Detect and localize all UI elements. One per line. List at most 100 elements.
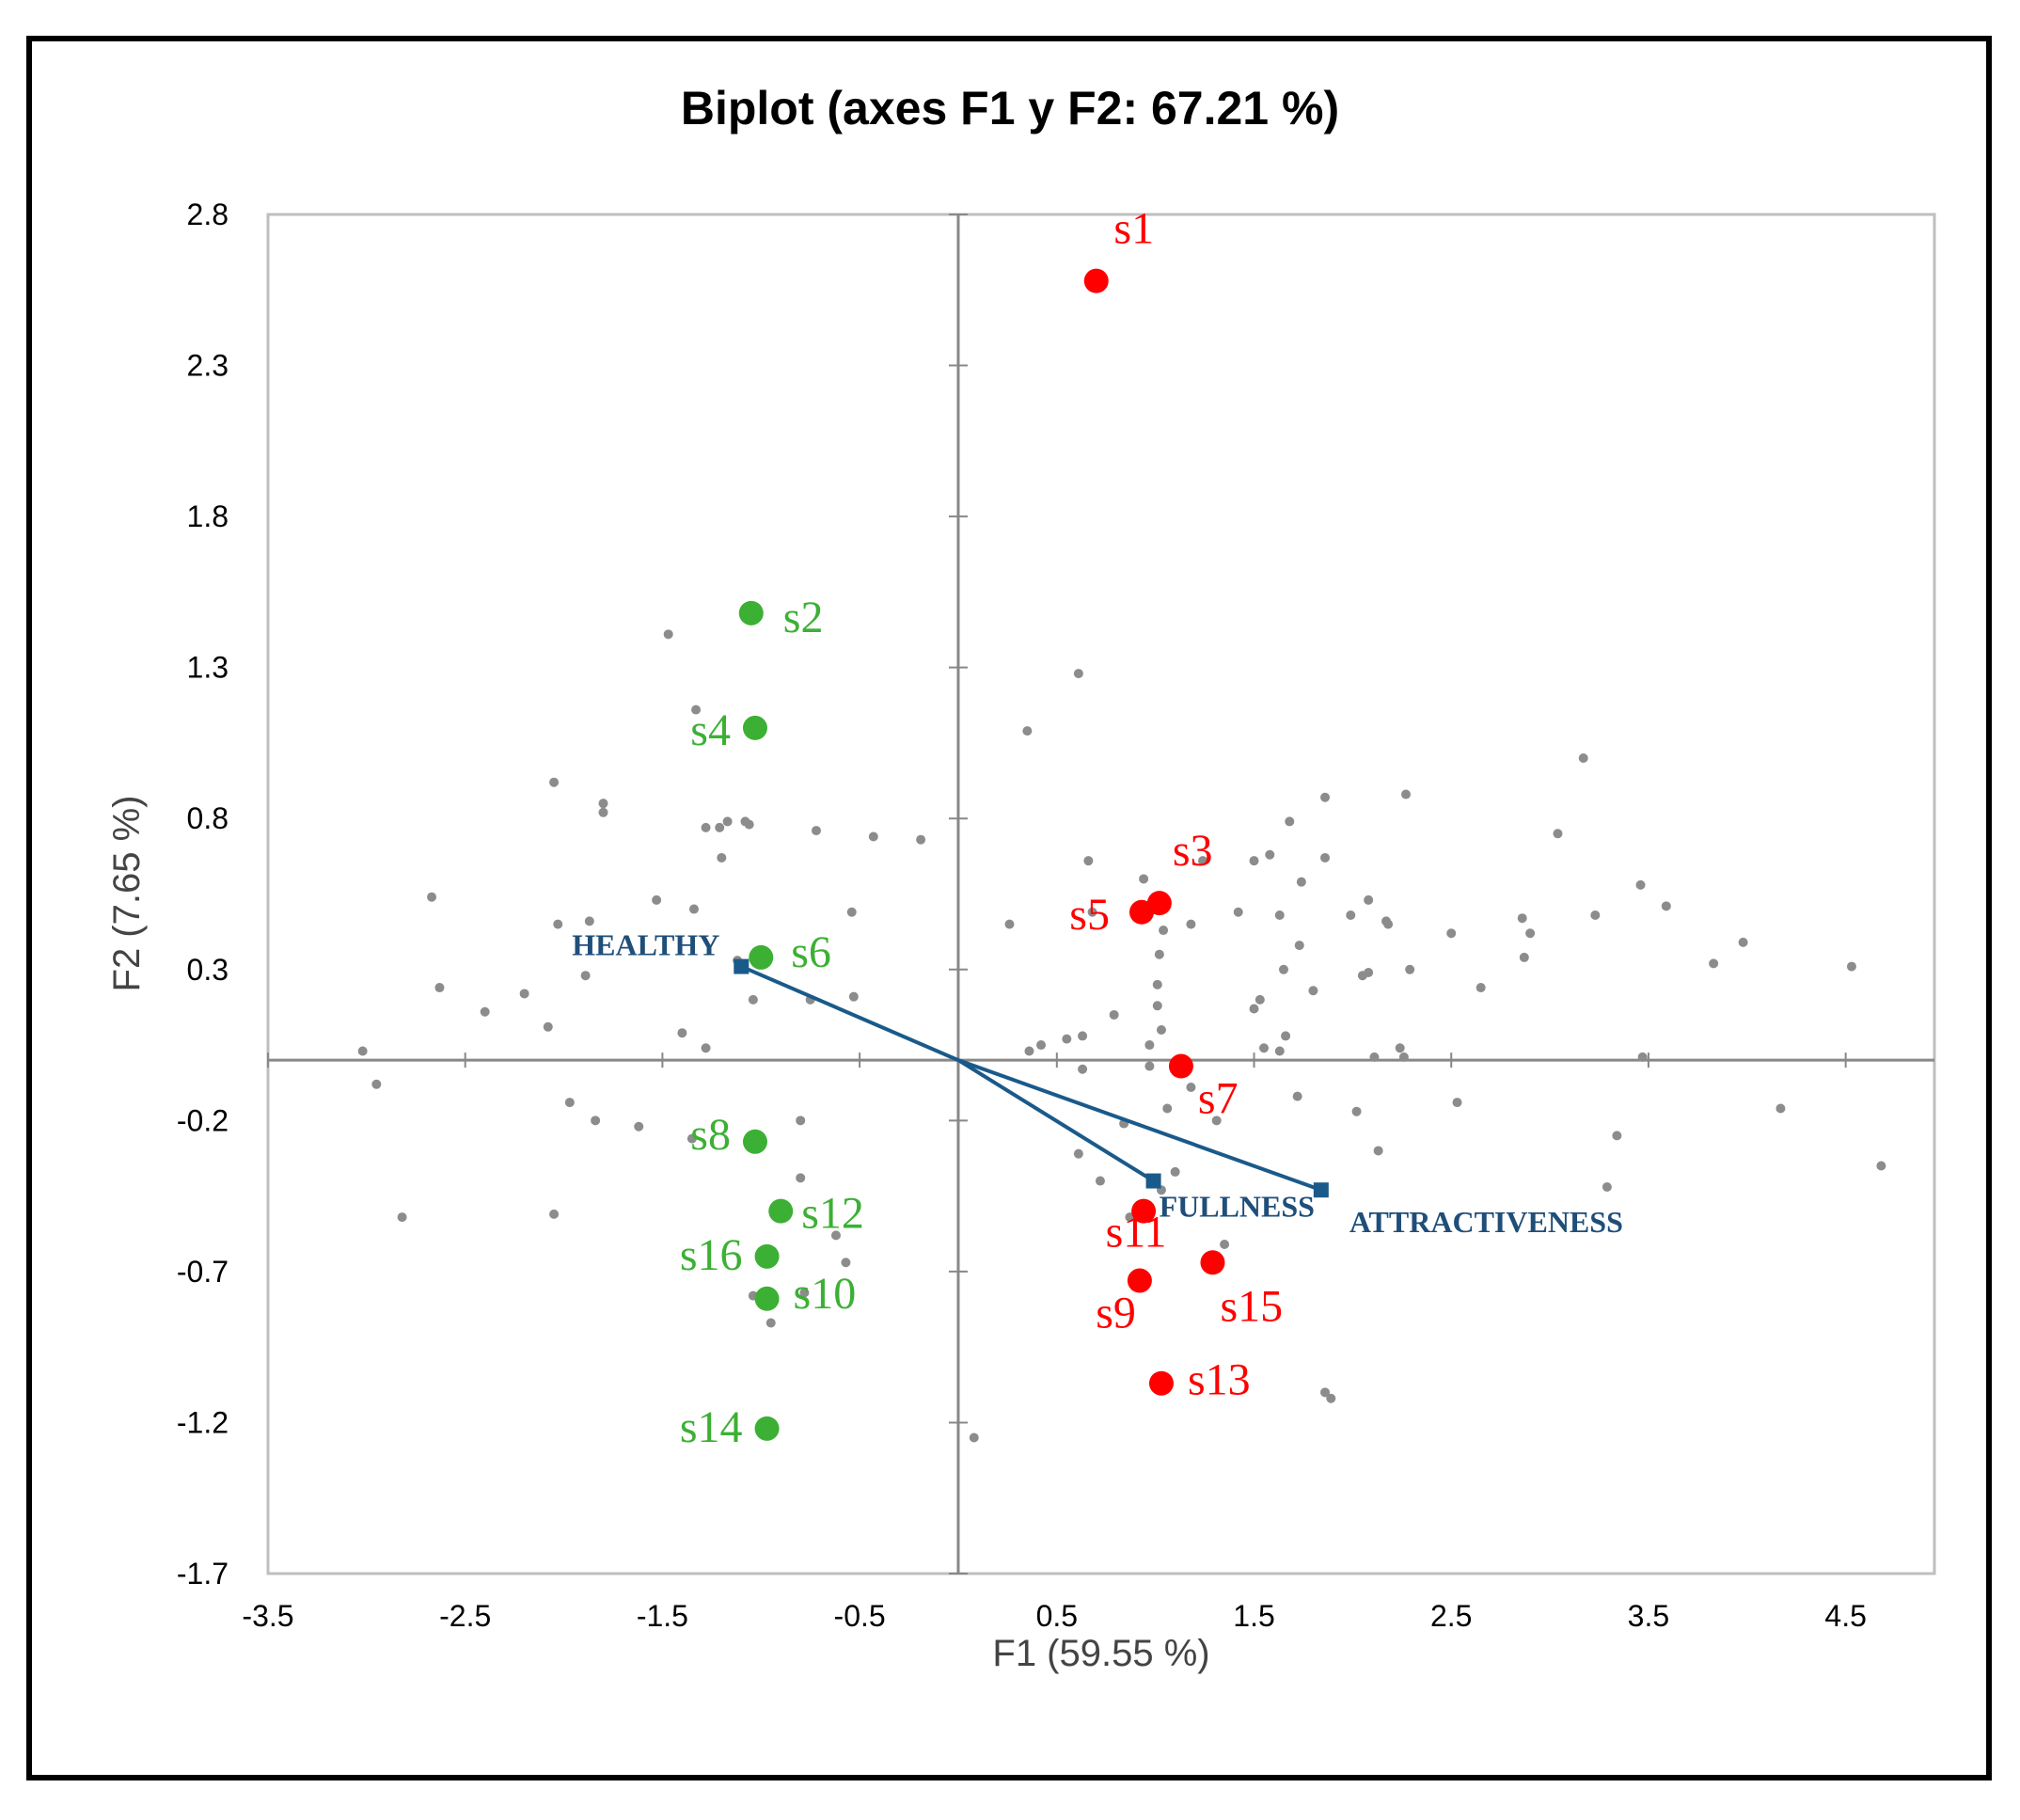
consumer-point [1612, 1131, 1622, 1141]
sample-label: s14 [680, 1402, 743, 1452]
consumer-point [652, 894, 662, 905]
biplot-chart: Biplot (axes F1 y F2: 67.21 %) -3.5 -2.5-… [106, 82, 1936, 1674]
consumer-point [830, 1230, 841, 1241]
x-tick-label: -1.5 [637, 1599, 688, 1633]
sample-label: s12 [801, 1189, 864, 1239]
consumer-point [1211, 1116, 1222, 1126]
consumer-point [1087, 907, 1097, 917]
consumer-point [1383, 919, 1394, 929]
consumer-point [371, 1079, 382, 1089]
axes [267, 214, 1934, 1575]
consumer-point [868, 831, 878, 842]
consumer-point [1281, 1031, 1291, 1041]
consumer-point [1170, 1166, 1180, 1177]
consumer-point [357, 1046, 368, 1056]
consumer-point [591, 1116, 601, 1126]
consumer-point [677, 1028, 687, 1038]
sample-point [754, 1243, 780, 1269]
consumer-point [1004, 919, 1015, 929]
sample-point [1083, 268, 1109, 293]
sample-label: s1 [1113, 204, 1154, 254]
sample-label: s7 [1198, 1074, 1239, 1124]
y-tick-label: -1.2 [177, 1405, 229, 1439]
y-tick-label: 1.3 [187, 651, 229, 685]
sample-label: s5 [1069, 890, 1110, 940]
consumer-point [744, 819, 754, 830]
y-tick-label: 2.3 [187, 349, 229, 383]
consumer-point [916, 834, 926, 845]
sample-label: s3 [1173, 826, 1213, 876]
consumer-point [1233, 907, 1243, 917]
y-tick-label: -0.7 [177, 1255, 229, 1289]
sample-label: s13 [1188, 1355, 1251, 1405]
consumer-point [1294, 941, 1304, 951]
consumer-point [1373, 1146, 1383, 1156]
chart-title: Biplot (axes F1 y F2: 67.21 %) [681, 82, 1339, 135]
consumer-point [1446, 928, 1457, 939]
variable-vector [956, 1058, 1155, 1183]
sample-point [1131, 1198, 1157, 1224]
consumer-point [1320, 792, 1331, 802]
consumer-point [1452, 1098, 1462, 1108]
variable-vector [740, 964, 959, 1062]
consumer-point [598, 807, 608, 817]
y-tick-label: 0.8 [187, 801, 229, 835]
y-tick-label: -1.7 [177, 1557, 229, 1591]
consumer-point [1876, 1161, 1886, 1171]
consumer-point [1364, 967, 1374, 977]
consumer-point [1159, 926, 1169, 936]
consumer-point [811, 826, 821, 836]
variable-label: HEALTHY [572, 928, 719, 962]
sample-label: s6 [791, 927, 831, 977]
consumer-point [796, 1116, 806, 1126]
consumer-point [1395, 1043, 1405, 1053]
consumer-point [1062, 1034, 1072, 1044]
consumer-point [796, 1173, 806, 1183]
consumer-point [1259, 1043, 1270, 1053]
y-tick-label: 2.8 [187, 198, 229, 231]
consumer-point [748, 994, 758, 1005]
consumer-point [1274, 1046, 1285, 1056]
consumer-point [1351, 1106, 1362, 1116]
x-tick-label: 3.5 [1628, 1599, 1669, 1633]
consumer-point [1369, 1052, 1380, 1062]
consumer-point [1738, 937, 1748, 947]
consumer-point [846, 907, 857, 917]
consumer-point [1346, 910, 1356, 920]
consumer-point [686, 1133, 697, 1144]
consumer-point [1364, 894, 1374, 905]
x-axis-label: F1 (59.55 %) [992, 1633, 1209, 1674]
sample-point [754, 1416, 780, 1441]
consumer-point [1024, 1046, 1034, 1056]
sample-point [742, 1129, 767, 1154]
consumer-point [1578, 753, 1588, 763]
sample-point [738, 600, 764, 625]
consumer-point [564, 1098, 575, 1108]
x-tick-label: 4.5 [1824, 1599, 1866, 1633]
consumer-point [1249, 856, 1259, 866]
sample-point [754, 1286, 780, 1311]
consumer-point [1326, 1393, 1336, 1403]
sample-point [1200, 1250, 1225, 1275]
y-axis-label: F2 (7.65 %) [106, 796, 148, 992]
consumer-point [1152, 1001, 1162, 1011]
consumer-point [584, 916, 594, 926]
consumer-point [1709, 958, 1719, 969]
consumer-point [1278, 964, 1288, 974]
consumer-point [1078, 1031, 1088, 1041]
consumer-point [1152, 979, 1162, 989]
consumer-point [1144, 1061, 1155, 1071]
consumer-point [1144, 1040, 1155, 1051]
consumer-point [543, 1021, 553, 1032]
sample-point [1148, 1370, 1174, 1396]
consumer-point [1285, 816, 1295, 827]
consumer-point [1022, 726, 1033, 736]
consumer-point [765, 1318, 776, 1328]
variable-marker [1145, 1173, 1161, 1189]
sample-label: s8 [690, 1110, 731, 1160]
y-tick-label: 1.8 [187, 499, 229, 533]
sample-point [1128, 899, 1154, 925]
consumer-point [1156, 1025, 1166, 1035]
variable-marker [734, 958, 750, 974]
consumer-point [1073, 1148, 1083, 1159]
